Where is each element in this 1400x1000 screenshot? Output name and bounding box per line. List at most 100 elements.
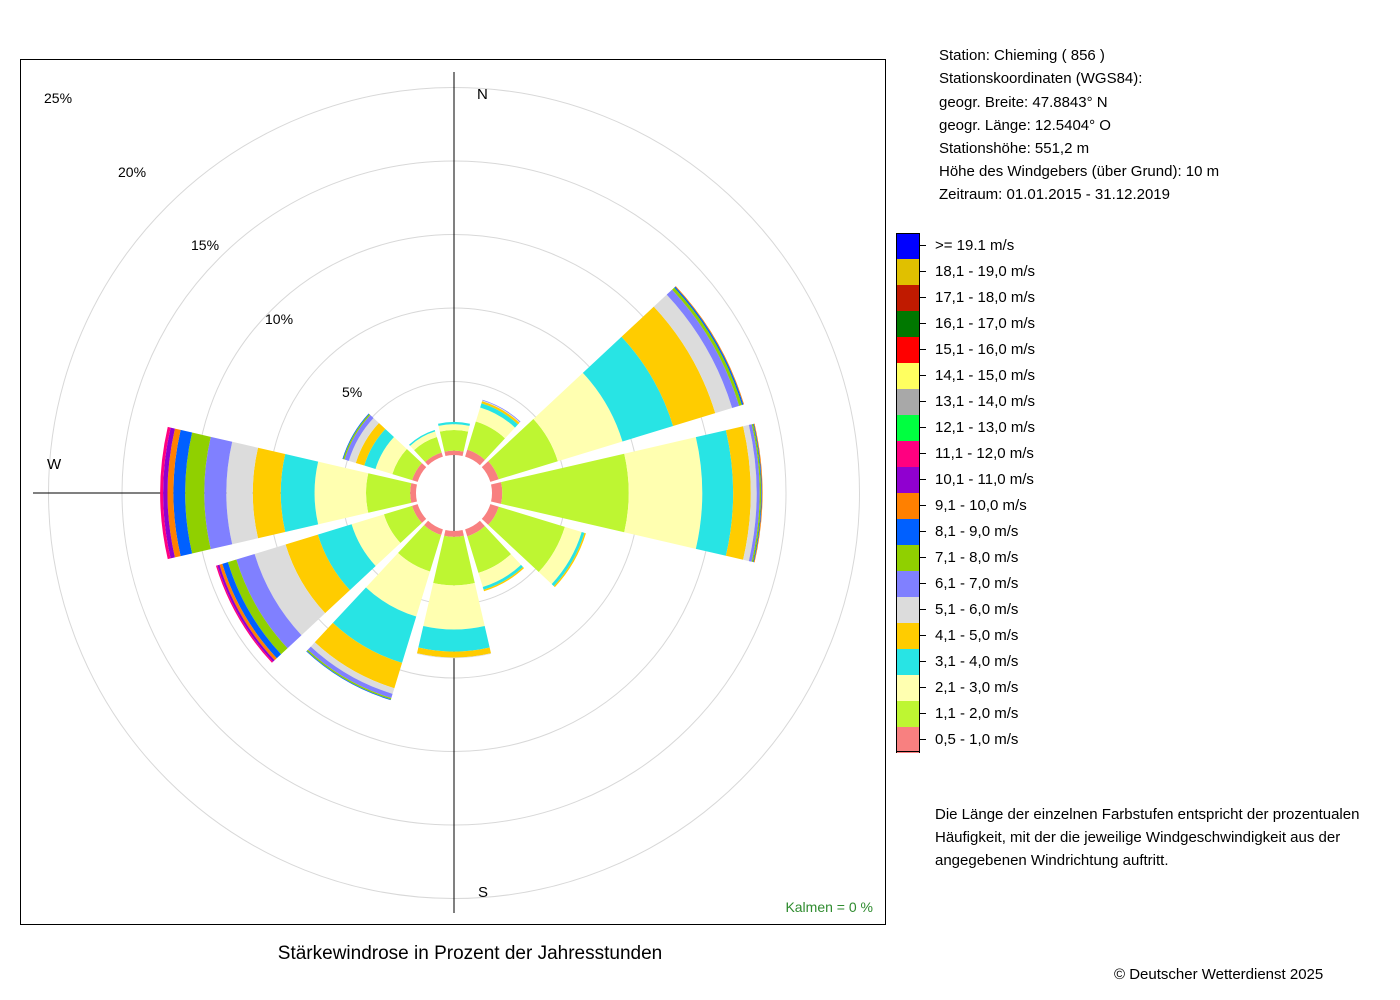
legend-swatch (896, 233, 920, 259)
petal-segment (226, 441, 258, 545)
petal-segment (355, 422, 386, 466)
legend-tick (920, 557, 926, 558)
legend-item: 0,5 - 1,0 m/s (896, 727, 1066, 753)
legend-tick (920, 401, 926, 402)
petal-segment (222, 562, 282, 659)
legend-item: 4,1 - 5,0 m/s (896, 623, 1066, 649)
legend-tick (920, 323, 926, 324)
petal-segment (417, 647, 491, 658)
petal-segment (488, 418, 558, 480)
station-altitude: Stationshöhe: 551,2 m (939, 140, 1090, 157)
petal-segment (410, 483, 417, 503)
legend-tick (920, 349, 926, 350)
legend-label: 7,1 - 8,0 m/s (935, 549, 1019, 566)
legend-label: 8,1 - 9,0 m/s (935, 523, 1019, 540)
petal-segment (488, 506, 565, 573)
station-coordinates-heading: Stationskoordinaten (WGS84): (939, 70, 1143, 87)
petal-segment (364, 428, 394, 469)
petal-segment (743, 424, 757, 562)
legend-label: 2,1 - 3,0 m/s (935, 679, 1019, 696)
petal-segment (160, 426, 171, 560)
legend-label: >= 19.1 m/s (935, 237, 1015, 254)
petal-segment (751, 423, 762, 563)
petal-segment (666, 289, 740, 408)
petal-segment (481, 461, 499, 482)
petal-120deg (481, 504, 586, 588)
legend-tick (920, 635, 926, 636)
station-name: Station: Chieming ( 856 ) (939, 47, 1105, 64)
legend-label: 14,1 - 15,0 m/s (935, 367, 1036, 384)
petal-segment (753, 423, 762, 563)
petal-segment (482, 564, 524, 590)
petal-segment (410, 431, 437, 451)
legend-tick (920, 245, 926, 246)
petal-segment (412, 463, 427, 482)
petal-segment (167, 428, 181, 558)
petal-segment (365, 553, 430, 617)
legend-item: 16,1 - 17,0 m/s (896, 311, 1066, 337)
petal-segment (582, 336, 674, 442)
legend-item: 6,1 - 7,0 m/s (896, 571, 1066, 597)
petal-segment (467, 526, 511, 573)
petal-segment (314, 461, 369, 525)
petal-segment (438, 424, 470, 432)
legend-swatch (896, 519, 920, 545)
petal-60deg (481, 286, 745, 482)
legend-label: 6,1 - 7,0 m/s (935, 575, 1019, 592)
legend-label: 5,1 - 6,0 m/s (935, 601, 1019, 618)
note-line-1: Die Länge der einzelnen Farbstufen entsp… (935, 806, 1360, 823)
wind-rose-plot: N S W 5% 10% 15% 20% 25% Kalmen = 0 % (20, 59, 886, 925)
legend-item: 18,1 - 19,0 m/s (896, 259, 1066, 285)
petal-segment (317, 524, 376, 591)
petal-segment (219, 563, 277, 661)
petal-240deg (215, 504, 427, 663)
petal-segment (280, 454, 319, 532)
ring-label-5: 5% (342, 384, 363, 400)
petal-segment (185, 432, 211, 554)
petal-segment (227, 559, 288, 655)
petal-segment (444, 450, 464, 456)
north-label: N (477, 86, 488, 103)
petal-segment (418, 625, 490, 652)
anemometer-height: Höhe des Windgebers (über Grund): 10 m (939, 163, 1220, 180)
legend-tick (920, 297, 926, 298)
petal-segment (314, 622, 403, 689)
petal-segment (332, 587, 417, 663)
petal-segment (307, 646, 393, 699)
petal-segment (481, 504, 499, 525)
petal-segment (252, 447, 286, 539)
legend-label: 4,1 - 5,0 m/s (935, 627, 1019, 644)
legend-tick (920, 687, 926, 688)
ring-label-10: 10% (265, 311, 294, 327)
legend-tick (920, 271, 926, 272)
petal-150deg (465, 520, 525, 592)
petal-segment (236, 553, 302, 649)
petal-segment (438, 421, 470, 426)
legend-tick (920, 453, 926, 454)
legend-item: 9,1 - 10,0 m/s (896, 493, 1066, 519)
legend-item: 11,1 - 12,0 m/s (896, 441, 1066, 467)
legend-item: 2,1 - 3,0 m/s (896, 675, 1066, 701)
petal-segment (695, 430, 734, 556)
petal-segment (551, 532, 585, 587)
legend-swatch (896, 701, 920, 727)
petal-segment (398, 525, 442, 572)
west-label: W (47, 456, 62, 473)
legend-swatch (896, 597, 920, 623)
legend-item: 10,1 - 11,0 m/s (896, 467, 1066, 493)
legend-tick (920, 479, 926, 480)
petal-30deg (465, 399, 521, 466)
legend-swatch (896, 415, 920, 441)
legend-label: 17,1 - 18,0 m/s (935, 289, 1036, 306)
petal-0deg (438, 421, 470, 456)
legend-label: 15,1 - 16,0 m/s (935, 341, 1036, 358)
petal-segment (392, 449, 422, 481)
petal-90deg (491, 423, 763, 563)
legend-swatch (896, 649, 920, 675)
petal-segment (475, 407, 516, 439)
petal-segment (538, 526, 582, 585)
petal-segment (416, 653, 492, 659)
legend-label: 1,1 - 2,0 m/s (935, 705, 1019, 722)
petal-segment (465, 520, 485, 537)
legend-swatch (896, 285, 920, 311)
